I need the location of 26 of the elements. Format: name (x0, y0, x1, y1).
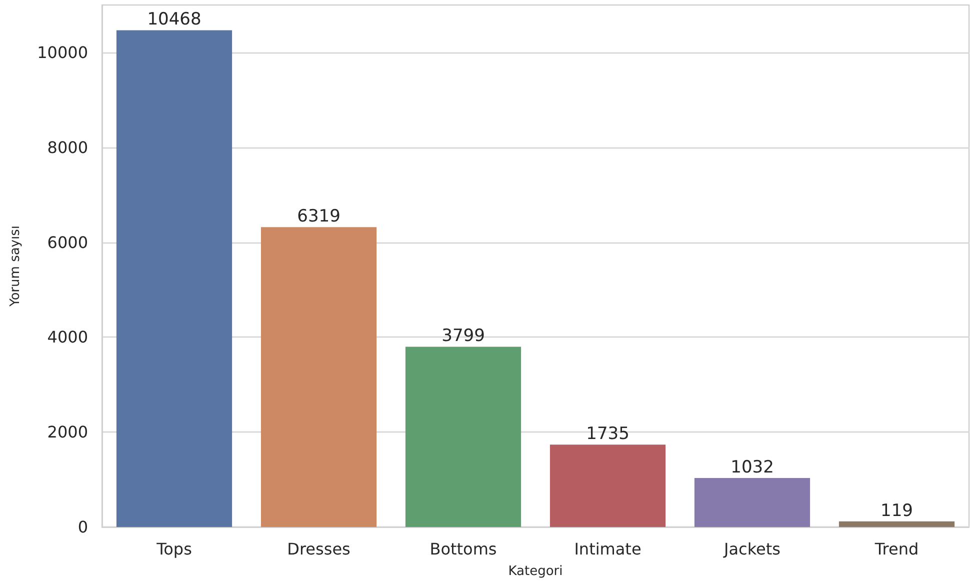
x-tick-label: Dresses (287, 540, 350, 558)
x-tick-label: Intimate (574, 540, 642, 558)
bar (550, 444, 666, 527)
bar (260, 227, 377, 527)
bar (694, 478, 810, 527)
bar (405, 346, 522, 527)
data-label: 1032 (730, 458, 774, 478)
y-tick-label: 10000 (37, 42, 88, 62)
y-tick-label: 0 (78, 518, 88, 536)
x-tick-label: Bottoms (430, 540, 497, 558)
x-tick-label: Jackets (723, 540, 780, 558)
x-axis-title: Kategori (508, 564, 563, 579)
bar (116, 30, 232, 527)
x-tick-label: Trend (874, 540, 919, 558)
data-label: 3799 (442, 326, 485, 346)
data-label: 1735 (586, 424, 630, 444)
bar (838, 521, 955, 527)
data-label: 6319 (297, 206, 340, 227)
y-tick-label: 2000 (47, 422, 88, 442)
y-axis-title: Yorum sayısı (8, 226, 23, 308)
x-tick-label: Tops (156, 540, 192, 558)
y-tick-label: 6000 (47, 232, 88, 252)
y-tick-label: 4000 (47, 328, 88, 347)
data-label: 10468 (147, 10, 202, 30)
y-tick-label: 8000 (47, 138, 88, 157)
data-label: 119 (880, 500, 913, 521)
